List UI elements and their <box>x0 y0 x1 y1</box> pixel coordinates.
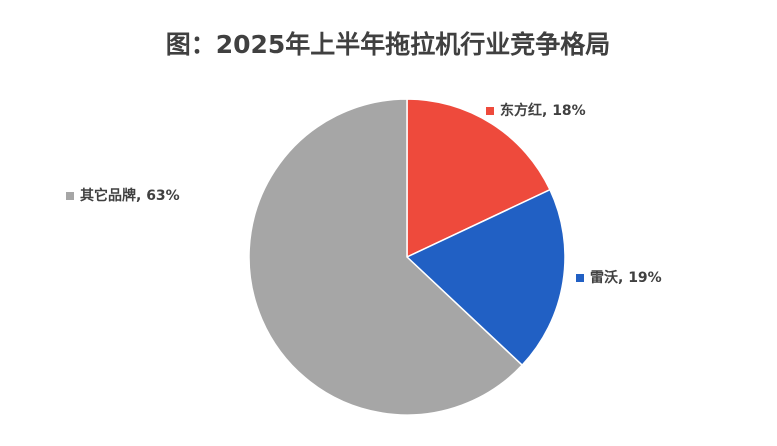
label-marker <box>66 192 74 200</box>
label-marker <box>576 274 584 282</box>
pie-slice <box>405 188 566 367</box>
data-label: 东方红, 18% <box>500 102 586 119</box>
chart-title: 图：2025年上半年拖拉机行业竞争格局 <box>166 30 611 59</box>
pie-slice <box>248 98 524 416</box>
pie-slice <box>406 98 551 259</box>
data-label: 其它品牌, 63% <box>80 187 180 204</box>
data-label: 雷沃, 19% <box>590 269 662 286</box>
label-marker <box>486 107 494 115</box>
